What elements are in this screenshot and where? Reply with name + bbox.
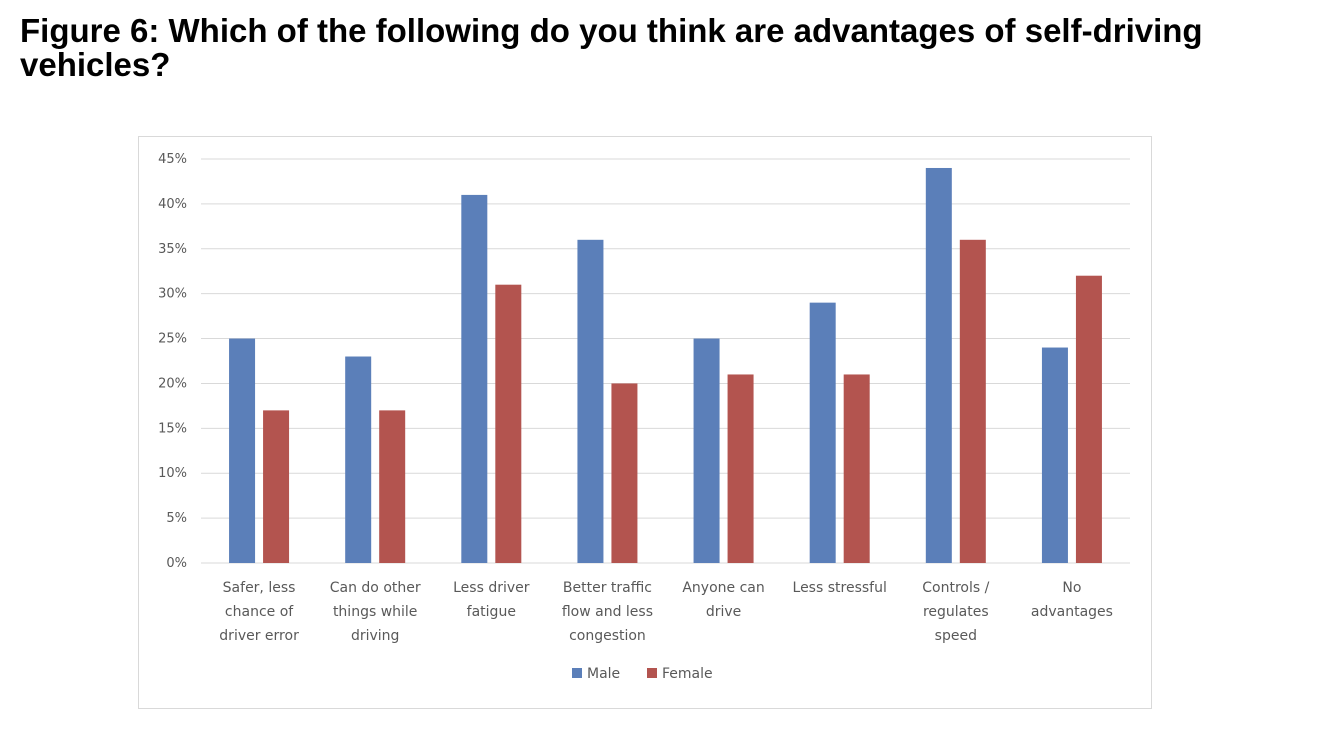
bar-female xyxy=(611,383,638,563)
bar-female xyxy=(263,410,290,563)
legend-swatch-female xyxy=(647,668,657,678)
bar-female xyxy=(1075,275,1102,563)
x-tick-label: regulates xyxy=(923,604,989,620)
x-tick-label: No xyxy=(1062,580,1081,596)
bar-female xyxy=(727,374,754,563)
x-tick-label: driving xyxy=(351,628,399,644)
x-tick-label: chance of xyxy=(225,604,294,620)
y-tick-label: 45% xyxy=(158,152,187,167)
bar-chart: 0% 5% 10% 15% 20% 25% 30% 35% 40% 45% Safer, less c… xyxy=(158,152,1130,682)
x-tick-label: Better traffic xyxy=(563,580,652,596)
legend-swatch-male xyxy=(572,668,582,678)
bar-male xyxy=(809,302,836,563)
bar-male xyxy=(1041,347,1068,563)
y-tick-label: 35% xyxy=(158,242,187,257)
y-tick-label: 5% xyxy=(166,511,187,526)
x-tick-label: driver error xyxy=(219,628,299,644)
y-tick-label: 0% xyxy=(166,556,187,571)
bar-male xyxy=(693,338,720,563)
chart-frame: 0% 5% 10% 15% 20% 25% 30% 35% 40% 45% Safer, less c… xyxy=(138,136,1152,709)
bar-female xyxy=(959,239,986,564)
x-tick-label: Less stressful xyxy=(793,580,887,596)
y-tick-label: 40% xyxy=(158,197,187,212)
x-tick-label: Anyone can xyxy=(682,580,764,596)
y-tick-label: 15% xyxy=(158,421,187,436)
x-tick-label: congestion xyxy=(569,628,646,644)
page-title: Figure 6: Which of the following do you … xyxy=(20,12,1203,83)
legend-label-female: Female xyxy=(662,666,713,682)
bar-male xyxy=(345,356,372,563)
bar-male xyxy=(229,338,256,563)
x-tick-label: Controls / xyxy=(922,580,989,596)
x-tick-label: drive xyxy=(706,604,741,620)
x-tick-label: flow and less xyxy=(562,604,653,620)
x-tick-label: Safer, less xyxy=(223,580,296,596)
x-tick-label: advantages xyxy=(1031,604,1113,620)
y-tick-label: 30% xyxy=(158,287,187,302)
bar-female xyxy=(495,284,522,563)
bar-male xyxy=(925,167,952,563)
y-tick-label: 25% xyxy=(158,332,187,347)
x-tick-label: Can do other xyxy=(330,580,421,596)
x-tick-label: fatigue xyxy=(467,604,516,620)
x-tick-label: Less driver xyxy=(453,580,530,596)
bar-male xyxy=(577,239,604,564)
legend-label-male: Male xyxy=(587,666,620,682)
y-tick-label: 10% xyxy=(158,466,187,481)
bar-female xyxy=(379,410,406,563)
x-tick-label: speed xyxy=(935,628,977,644)
bar-female xyxy=(843,374,870,563)
y-tick-label: 20% xyxy=(158,376,187,391)
x-tick-label: things while xyxy=(333,604,417,620)
bar-male xyxy=(461,194,488,563)
